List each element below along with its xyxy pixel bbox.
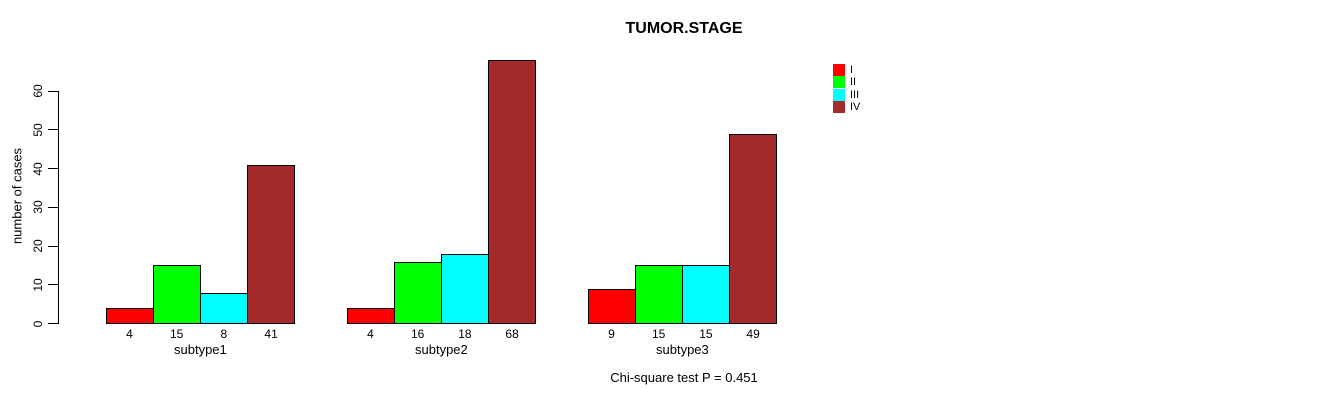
bar-value-label: 15 (652, 327, 666, 341)
bar-value-label: 9 (608, 327, 615, 341)
y-tick-mark (48, 206, 58, 208)
y-tick-mark (48, 129, 58, 131)
group-label: subtype3 (656, 342, 709, 357)
y-tick-label: 20 (31, 239, 45, 253)
y-tick-mark (48, 323, 58, 324)
y-tick-label: 60 (31, 84, 45, 98)
bar-value-label: 41 (264, 327, 278, 341)
bar-value-label: 15 (699, 327, 713, 341)
bar (587, 288, 636, 324)
chart-title: TUMOR.STAGE (625, 20, 743, 37)
bar (488, 60, 537, 324)
bar-value-label: 18 (458, 327, 472, 341)
bar (440, 253, 490, 324)
legend-swatch (833, 101, 845, 113)
bar (393, 261, 442, 324)
legend-label: I (850, 63, 854, 76)
legend-swatch (833, 76, 845, 88)
bar-value-label: 68 (505, 327, 519, 341)
bar-value-label: 4 (367, 327, 374, 341)
y-axis-line (58, 91, 59, 324)
y-axis-label: number of cases (9, 147, 25, 245)
bar (634, 265, 683, 324)
bar-value-label: 4 (126, 327, 133, 341)
bar-value-label: 15 (170, 327, 184, 341)
chi-square-note: Chi-square test P = 0.451 (610, 370, 758, 385)
bar (105, 308, 154, 324)
y-tick-label: 50 (31, 123, 45, 137)
bar-value-label: 16 (411, 327, 425, 341)
bar (199, 292, 249, 324)
y-tick-mark (48, 245, 58, 247)
group-label: subtype2 (415, 342, 468, 357)
bar (247, 164, 296, 324)
bar-value-label: 8 (220, 327, 228, 341)
bar (152, 265, 201, 324)
legend-label: II (850, 76, 857, 88)
bar (681, 265, 731, 324)
bar (346, 308, 395, 324)
y-tick-mark (48, 168, 58, 169)
legend-label: IV (850, 101, 861, 113)
y-tick-label: 40 (31, 161, 45, 176)
legend-swatch (833, 63, 845, 76)
legend-label: III (850, 88, 860, 101)
bar (729, 133, 778, 324)
legend-swatch (833, 88, 845, 101)
y-tick-mark (48, 90, 58, 92)
y-tick-label: 0 (31, 320, 45, 327)
y-tick-label: 30 (31, 200, 45, 214)
bar-value-label: 49 (746, 327, 760, 341)
y-tick-mark (48, 284, 58, 286)
y-tick-label: 10 (31, 278, 45, 292)
group-label: subtype1 (174, 342, 227, 357)
